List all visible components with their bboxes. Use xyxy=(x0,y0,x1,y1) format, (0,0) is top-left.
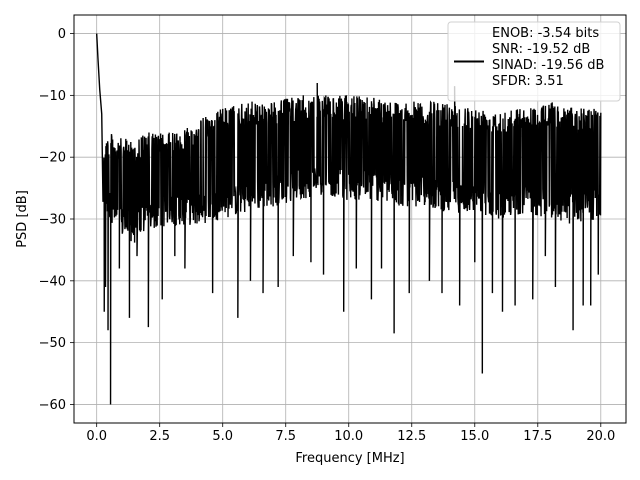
legend-label-line: SFDR: 3.51 xyxy=(492,74,564,89)
x-tick-label: 12.5 xyxy=(397,429,426,444)
axes-frame xyxy=(73,14,627,424)
x-axis-ticks: 0.0 2.5 5.0 7.5 10.0 12.5 15.0 17.5 20.0 xyxy=(86,423,615,444)
y-tick-label: −60 xyxy=(39,398,66,413)
x-tick-label: 7.5 xyxy=(275,429,296,444)
x-axis-label: Frequency [MHz] xyxy=(295,451,404,466)
legend-label-line: SNR: -19.52 dB xyxy=(492,42,590,57)
x-tick-label: 15.0 xyxy=(460,429,489,444)
plot-area xyxy=(95,33,602,405)
x-tick-label: 17.5 xyxy=(523,429,552,444)
x-tick-label: 10.0 xyxy=(334,429,363,444)
x-tick-label: 20.0 xyxy=(586,429,615,444)
y-axis-ticks: 0 −10 −20 −30 −40 −50 −60 xyxy=(39,27,74,413)
y-tick-label: −30 xyxy=(39,213,66,228)
x-tick-label: 2.5 xyxy=(149,429,170,444)
legend-label: ENOB: -3.54 bits SNR: -19.52 dB SINAD: -19… xyxy=(492,26,604,89)
y-tick-label: −20 xyxy=(39,151,66,166)
x-tick-label: 0.0 xyxy=(86,429,107,444)
series-line xyxy=(95,33,602,405)
y-axis-label: PSD [dB] xyxy=(15,190,30,248)
legend-label-line: ENOB: -3.54 bits xyxy=(492,26,599,41)
y-tick-label: −10 xyxy=(39,89,66,104)
legend-box xyxy=(447,21,621,102)
x-tick-label: 5.0 xyxy=(212,429,233,444)
legend: ENOB: -3.54 bits SNR: -19.52 dB SINAD: -19… xyxy=(447,21,621,102)
y-tick-label: −40 xyxy=(39,274,66,289)
legend-label-line: SINAD: -19.56 dB xyxy=(492,58,604,73)
y-tick-label: 0 xyxy=(58,27,66,42)
y-tick-label: −50 xyxy=(39,336,66,351)
